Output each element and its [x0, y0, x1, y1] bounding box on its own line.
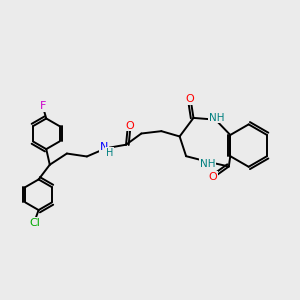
Text: NH: NH [209, 112, 225, 123]
Text: O: O [125, 121, 134, 130]
Text: Cl: Cl [30, 218, 40, 228]
Text: H: H [106, 148, 113, 158]
Text: F: F [40, 101, 46, 111]
Text: N: N [100, 142, 108, 152]
Text: O: O [185, 94, 194, 104]
Text: NH: NH [200, 158, 215, 169]
Text: O: O [208, 172, 217, 182]
